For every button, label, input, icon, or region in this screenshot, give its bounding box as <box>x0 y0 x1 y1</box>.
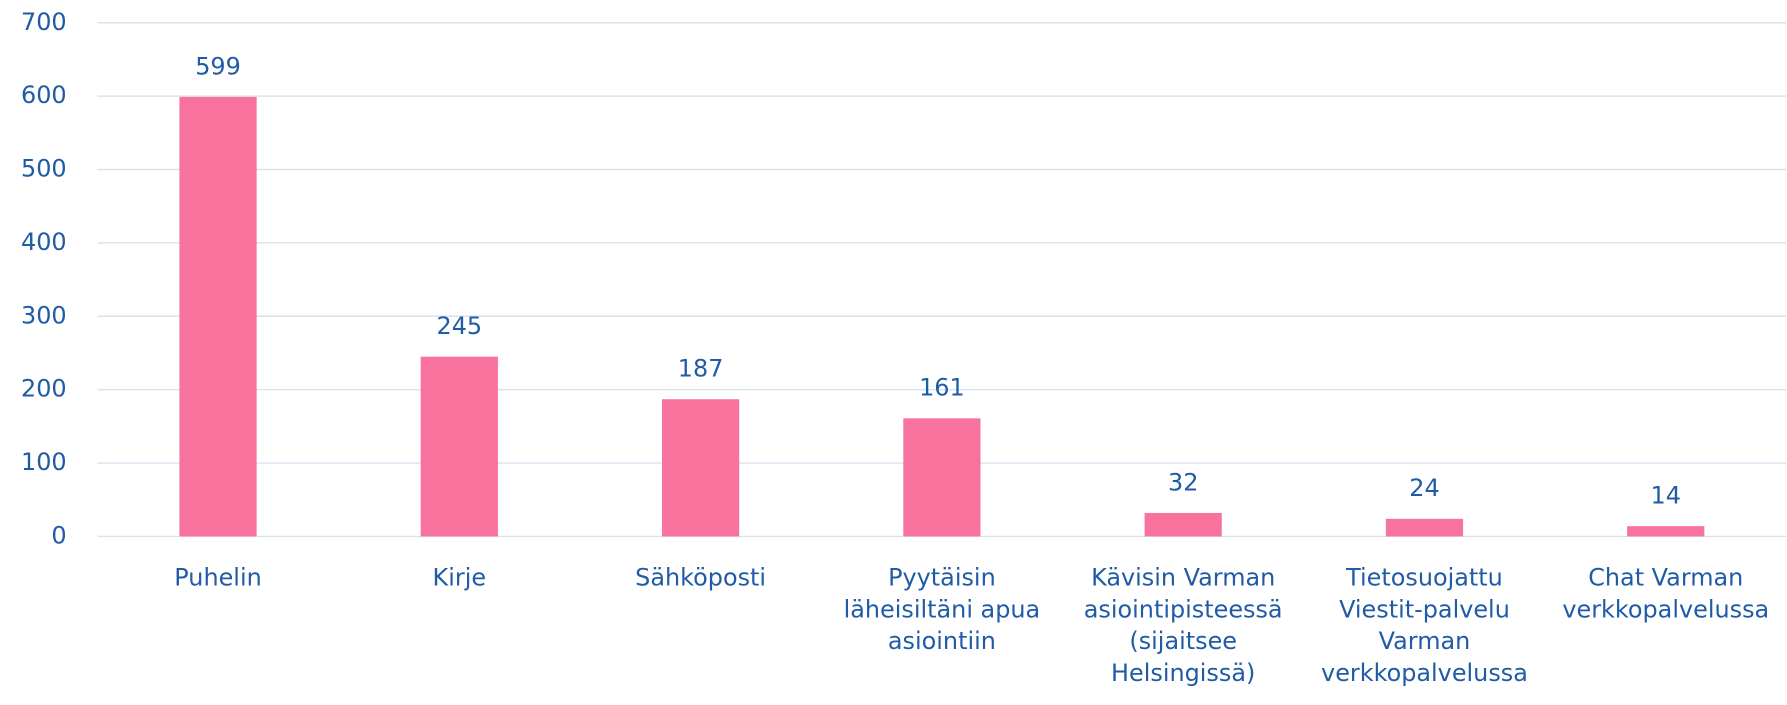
data-label: 161 <box>919 374 965 402</box>
x-tick-label-line: asiointiin <box>888 627 996 655</box>
bar <box>179 96 257 537</box>
y-tick-label: 500 <box>21 155 67 183</box>
data-label: 245 <box>437 312 483 340</box>
x-tick-label-line: Viestit-palvelu <box>1339 595 1510 623</box>
data-label: 32 <box>1168 468 1198 496</box>
y-tick-label: 300 <box>21 301 67 329</box>
x-tick-label: Chat Varman verkkopalvelussa <box>1562 563 1769 623</box>
x-tick-label-line: Sähköposti <box>635 563 766 591</box>
bar <box>1385 518 1464 537</box>
data-label: 599 <box>195 52 241 80</box>
x-tick-label-line: asiointipisteessä <box>1084 595 1283 623</box>
x-tick-label-line: Kävisin Varman <box>1091 563 1275 591</box>
data-label: 14 <box>1651 482 1681 510</box>
x-tick-label-line: Puhelin <box>174 563 261 591</box>
x-tick-label-line: Tietosuojattu <box>1345 563 1503 591</box>
x-tick-label-line: verkkopalvelussa <box>1562 595 1769 623</box>
bar <box>1627 526 1705 537</box>
data-label: 187 <box>678 355 724 383</box>
bar <box>903 418 981 537</box>
bar <box>662 399 740 537</box>
x-tick-label-line: Varman <box>1379 627 1471 655</box>
x-tick-label: Puhelin <box>174 563 261 591</box>
y-tick-label: 600 <box>21 81 67 109</box>
y-tick-label: 200 <box>21 375 67 403</box>
bar <box>420 356 498 537</box>
y-tick-label: 700 <box>21 8 67 36</box>
x-tick-label-line: Chat Varman <box>1588 563 1743 591</box>
x-tick-label-line: Kirje <box>433 563 487 591</box>
x-tick-label-line: Helsingissä) <box>1111 659 1255 687</box>
y-tick-label: 100 <box>21 448 67 476</box>
x-tick-label-line: läheisiltäni apua <box>844 595 1041 623</box>
data-label: 24 <box>1409 474 1439 502</box>
x-tick-label: Kävisin Varman asiointipisteessä (sijaitse… <box>1084 563 1283 687</box>
y-tick-label: 400 <box>21 228 67 256</box>
y-tick-label: 0 <box>51 521 66 549</box>
x-tick-label-line: Pyytäisin <box>888 563 996 591</box>
x-tick-label-line: verkkopalvelussa <box>1321 659 1528 687</box>
x-tick-label: Sähköposti <box>635 563 766 591</box>
x-tick-label: Tietosuojattu Viestit-palvelu Varman verkko… <box>1321 563 1528 687</box>
bar <box>1144 512 1222 537</box>
x-tick-label: Kirje <box>433 563 487 591</box>
x-tick-label-line: (sijaitsee <box>1129 627 1237 655</box>
x-tick-label: Pyytäisin läheisiltäni apua asiointiin <box>844 563 1041 655</box>
